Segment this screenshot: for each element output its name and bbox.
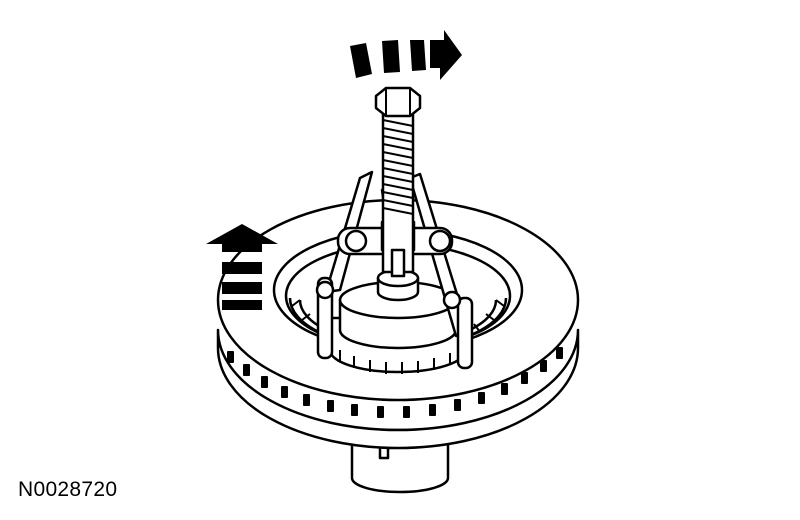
rotate-clockwise-arrow-icon bbox=[350, 30, 462, 80]
forcing-screw bbox=[374, 86, 422, 278]
gear bbox=[328, 268, 468, 374]
lift-up-arrow-icon bbox=[206, 224, 278, 310]
rotor-vent-slots bbox=[227, 347, 563, 418]
figure-id-label: N0028720 bbox=[18, 478, 118, 501]
